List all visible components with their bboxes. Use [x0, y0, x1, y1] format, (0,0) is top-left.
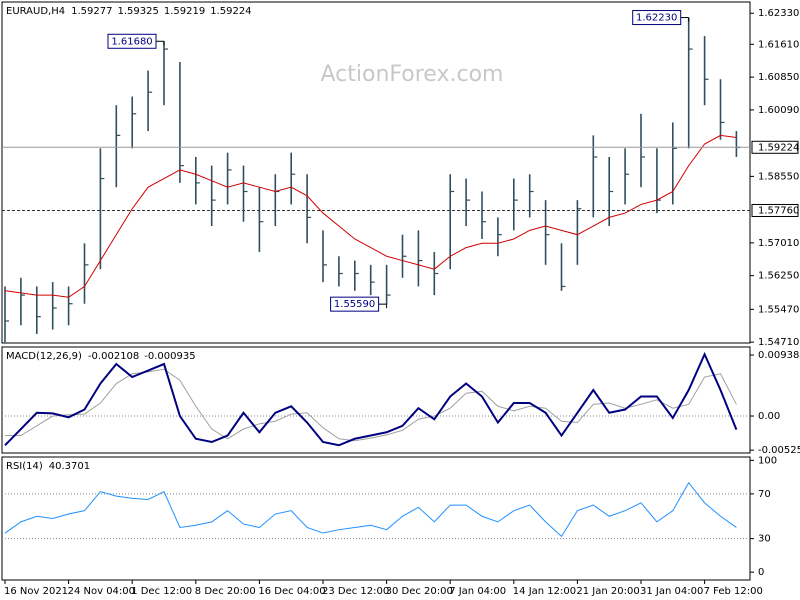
- header-value: 1.59325: [117, 6, 158, 17]
- y-tick-label: 0.00: [758, 411, 780, 422]
- y-tick-label: 1.55470: [758, 304, 799, 315]
- rsi-line: [4, 481, 737, 538]
- x-tick-label: 1 Dec 12:00: [131, 586, 192, 597]
- x-tick-label: 16 Dec 04:00: [258, 586, 325, 597]
- x-tick-label: 7 Feb 12:00: [704, 586, 763, 597]
- signal-line: [5, 368, 737, 442]
- macd-line: [4, 351, 738, 447]
- annotation-box: [107, 33, 157, 49]
- ma-line: [4, 134, 737, 298]
- y-tick-label: 30: [758, 534, 771, 545]
- y-tick-label: 1.60090: [758, 105, 799, 116]
- annotation-label: 1.55590: [334, 299, 375, 310]
- y-tick-label: -0.005252: [758, 445, 800, 456]
- indicator-title: EURAUD,H4: [6, 6, 65, 17]
- x-tick-label: 30 Dec 20:00: [386, 586, 453, 597]
- panel-frame: [1, 1, 751, 344]
- x-tick-label: 21 Jan 20:00: [576, 586, 639, 597]
- y-tick-label: 1.56250: [758, 271, 799, 282]
- annotation-box: [632, 10, 682, 26]
- y-tick-label: 1.60850: [758, 72, 799, 83]
- header-value: 1.59224: [210, 6, 251, 17]
- header-value: 1.59277: [71, 6, 112, 17]
- indicator-title: RSI(14): [6, 461, 43, 472]
- y-tick-label: 1.62330: [758, 8, 799, 19]
- header-value: -0.002108: [88, 351, 139, 362]
- annotation-box: [330, 296, 380, 312]
- panel-frame: [1, 456, 751, 581]
- price-label: 1.57760: [758, 205, 799, 216]
- y-tick-label: 1.57010: [758, 238, 799, 249]
- price-label: 1.59224: [758, 142, 799, 153]
- annotation-label: 1.62230: [636, 13, 677, 24]
- x-tick-label: 8 Dec 20:00: [195, 586, 256, 597]
- x-tick-label: 23 Dec 12:00: [322, 586, 389, 597]
- price-label-box: [751, 140, 799, 154]
- y-tick-label: 100: [758, 455, 777, 466]
- header-value: -0.000935: [144, 351, 195, 362]
- watermark: ActionForex.com: [321, 62, 504, 87]
- y-tick-label: 0: [758, 567, 764, 578]
- y-tick-label: 1.54710: [758, 337, 799, 348]
- x-tick-label: 14 Jan 12:00: [513, 586, 576, 597]
- header-value: 1.59219: [164, 6, 205, 17]
- y-tick-label: 1.61610: [758, 39, 799, 50]
- x-tick-label: 31 Jan 04:00: [640, 586, 703, 597]
- price-label-box: [751, 203, 799, 217]
- annotation-label: 1.61680: [111, 36, 152, 47]
- y-tick-label: 1.58550: [758, 171, 799, 182]
- x-tick-label: 16 Nov 2021: [4, 586, 68, 597]
- x-tick-label: 7 Jan 04:00: [449, 586, 506, 597]
- x-tick-label: 24 Nov 04:00: [68, 586, 135, 597]
- y-tick-label: 0.009384: [758, 350, 800, 361]
- header-value: 40.3701: [49, 461, 90, 472]
- y-tick-label: 70: [758, 489, 771, 500]
- indicator-title: MACD(12,26,9): [6, 351, 82, 362]
